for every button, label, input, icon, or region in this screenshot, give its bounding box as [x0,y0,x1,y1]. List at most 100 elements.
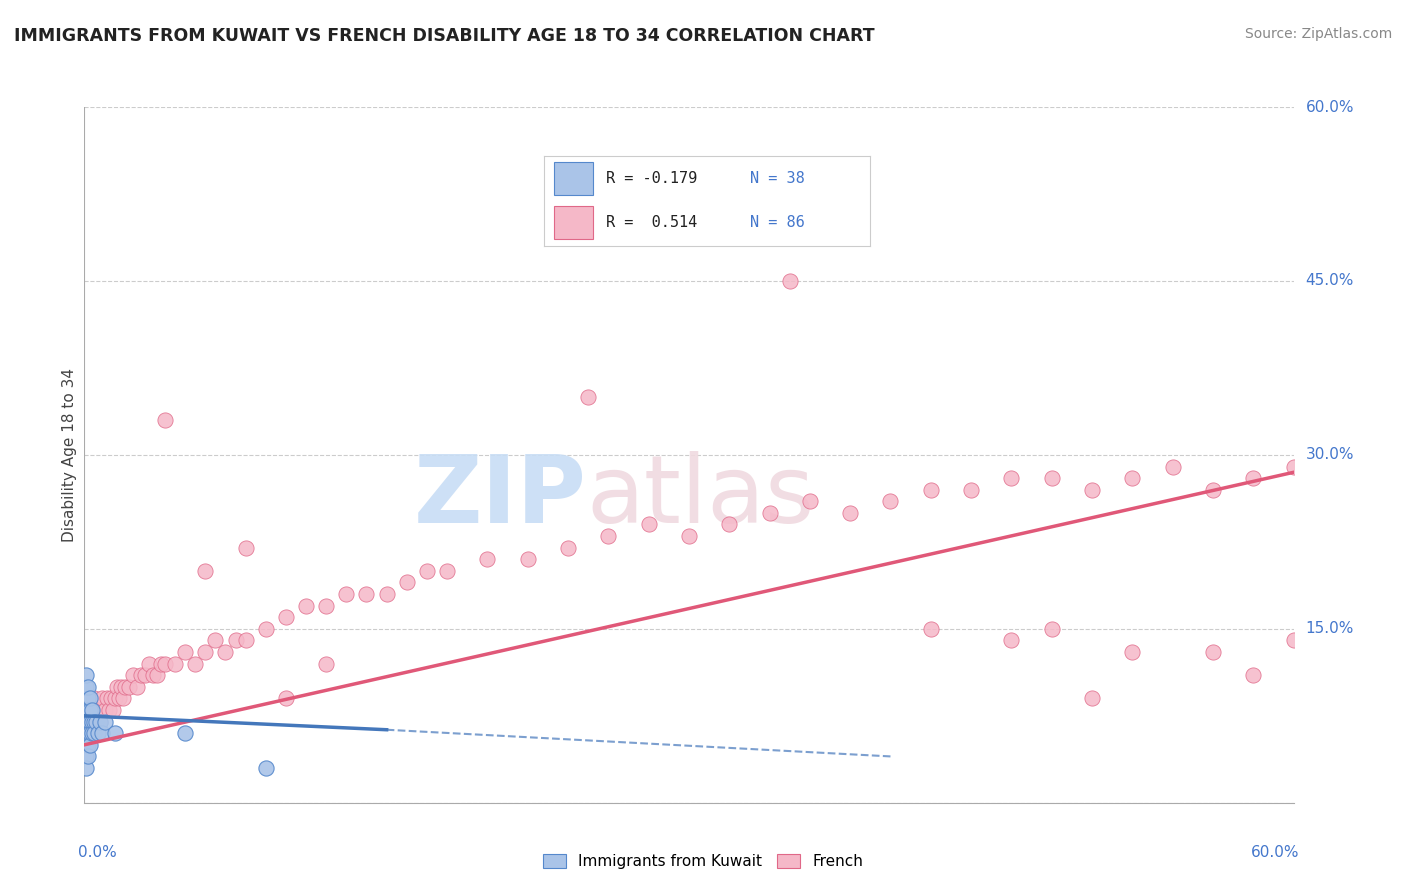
Text: Source: ZipAtlas.com: Source: ZipAtlas.com [1244,27,1392,41]
Point [75,726,97,740]
Point [1000,471,1022,485]
Point [1121,645,1143,659]
Point [93,703,115,717]
Point [100,691,122,706]
Point [118,680,141,694]
Point [960,483,983,497]
Point [77,703,100,717]
Point [1040,622,1063,636]
Point [75,668,97,682]
Point [416,564,439,578]
Point [184,657,207,671]
Point [146,668,169,682]
Point [879,494,901,508]
Point [77,714,100,729]
Point [79,703,101,717]
Point [153,657,176,671]
Point [637,517,659,532]
Point [75,749,97,764]
Text: 60.0%: 60.0% [1251,845,1299,860]
Point [214,645,236,659]
Point [1202,483,1225,497]
Point [920,622,942,636]
Point [235,633,257,648]
Text: 0.0%: 0.0% [79,845,117,860]
Point [77,738,100,752]
Point [1241,471,1264,485]
Point [149,657,172,671]
Point [194,564,217,578]
Point [335,587,357,601]
Point [138,657,160,671]
Point [82,703,104,717]
Point [77,714,100,729]
Text: 30.0%: 30.0% [1306,448,1354,462]
Point [129,668,152,682]
Text: 15.0%: 15.0% [1306,622,1354,636]
Point [920,483,942,497]
Bar [554,206,593,239]
Point [97,703,120,717]
Text: R =  0.514: R = 0.514 [606,215,697,230]
Point [557,541,579,555]
Point [96,691,118,706]
Point [87,703,110,717]
Point [79,714,101,729]
Text: atlas: atlas [586,450,814,542]
Point [839,506,862,520]
Point [77,726,100,740]
Point [89,714,111,729]
Point [75,761,97,775]
Point [91,691,114,706]
Point [82,726,104,740]
Point [598,529,620,543]
Point [89,714,111,729]
Point [254,622,277,636]
Point [82,714,104,729]
Point [82,703,104,717]
Point [75,714,97,729]
Point [75,703,97,717]
Point [1241,668,1264,682]
Point [105,680,128,694]
Point [77,703,100,717]
Point [718,517,741,532]
Point [153,413,176,427]
Point [174,726,197,740]
Point [1000,633,1022,648]
Point [75,691,97,706]
Point [395,575,418,590]
Point [75,703,97,717]
Point [1202,645,1225,659]
Point [1161,459,1184,474]
Y-axis label: Disability Age 18 to 34: Disability Age 18 to 34 [62,368,77,542]
Point [356,587,378,601]
Text: N = 86: N = 86 [749,215,804,230]
Point [235,541,257,555]
Point [274,610,297,624]
Point [477,552,499,566]
Point [83,714,105,729]
Point [799,494,821,508]
Point [77,749,100,764]
Point [1282,459,1305,474]
Point [194,645,217,659]
Point [134,668,156,682]
Point [75,738,97,752]
Bar [554,162,593,194]
Point [1081,691,1104,706]
Point [274,691,297,706]
Point [77,703,100,717]
Point [142,668,165,682]
Point [165,657,187,671]
Point [110,680,132,694]
Point [114,680,136,694]
Text: R = -0.179: R = -0.179 [606,171,697,186]
Point [86,714,108,729]
Point [86,714,108,729]
Point [315,599,337,613]
Point [576,390,599,404]
Point [101,703,124,717]
Point [104,691,127,706]
Point [779,274,801,288]
